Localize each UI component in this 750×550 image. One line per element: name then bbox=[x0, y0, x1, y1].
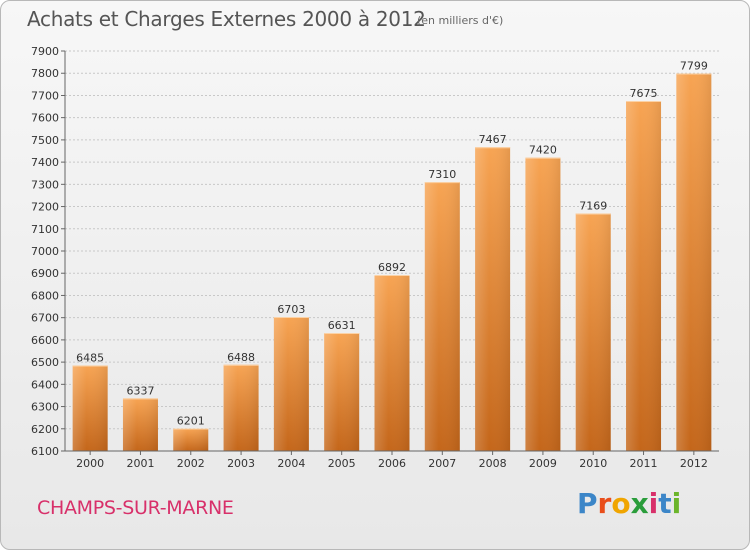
bar-shine-2012 bbox=[676, 73, 712, 451]
logo-letter: o bbox=[611, 487, 631, 520]
data-label: 6337 bbox=[126, 384, 154, 397]
x-tick-label: 2010 bbox=[579, 457, 607, 470]
data-label: 7169 bbox=[579, 199, 607, 212]
x-tick-label: 2007 bbox=[428, 457, 456, 470]
data-label: 7310 bbox=[428, 168, 456, 181]
data-label: 6892 bbox=[378, 261, 406, 274]
x-tick-label: 2006 bbox=[378, 457, 406, 470]
data-label: 6201 bbox=[177, 415, 205, 428]
data-label: 7799 bbox=[680, 59, 708, 72]
x-tick-label: 2000 bbox=[76, 457, 104, 470]
y-tick-label: 6700 bbox=[31, 312, 59, 325]
y-tick-label: 6300 bbox=[31, 401, 59, 414]
y-tick-label: 7300 bbox=[31, 178, 59, 191]
bar-shine-2011 bbox=[626, 101, 662, 451]
y-tick-label: 6600 bbox=[31, 334, 59, 347]
x-tick-label: 2012 bbox=[680, 457, 708, 470]
x-tick-label: 2004 bbox=[277, 457, 305, 470]
data-label: 7467 bbox=[479, 133, 507, 146]
logo-letter: i bbox=[671, 487, 682, 520]
y-tick-label: 6200 bbox=[31, 423, 59, 436]
y-tick-label: 7000 bbox=[31, 245, 59, 258]
x-tick-label: 2009 bbox=[529, 457, 557, 470]
chart-title: Achats et Charges Externes 2000 à 2012 bbox=[27, 7, 426, 31]
labels: 6100 6200 6300 6400 6500 6600 6700 6800 6900 7000… bbox=[31, 45, 708, 470]
bar-shine-2008 bbox=[475, 147, 511, 451]
y-tick-label: 7400 bbox=[31, 156, 59, 169]
data-label: 6631 bbox=[328, 319, 356, 332]
x-tick-label: 2001 bbox=[126, 457, 154, 470]
data-label: 6485 bbox=[76, 351, 104, 364]
city-name: CHAMPS-SUR-MARNE bbox=[37, 497, 234, 519]
logo-letter: r bbox=[597, 487, 612, 520]
bar-shine-2009 bbox=[525, 157, 561, 451]
bar-shine-2002 bbox=[173, 428, 209, 451]
y-tick-label: 7100 bbox=[31, 223, 59, 236]
data-label: 6488 bbox=[227, 351, 255, 364]
data-label: 7675 bbox=[630, 87, 658, 100]
proxiti-logo: Proxiti bbox=[577, 487, 681, 520]
x-tick-label: 2003 bbox=[227, 457, 255, 470]
x-tick-label: 2005 bbox=[328, 457, 356, 470]
data-label: 7420 bbox=[529, 144, 557, 157]
y-tick-label: 6400 bbox=[31, 378, 59, 391]
bars bbox=[72, 73, 712, 451]
logo-letter: P bbox=[577, 487, 598, 520]
logo-letter: t bbox=[658, 487, 672, 520]
bar-shine-2004 bbox=[273, 317, 309, 451]
y-tick-label: 7200 bbox=[31, 201, 59, 214]
bar-shine-2010 bbox=[575, 213, 611, 451]
data-label: 6703 bbox=[277, 303, 305, 316]
y-tick-label: 7500 bbox=[31, 134, 59, 147]
axes bbox=[61, 50, 719, 455]
y-tick-label: 7800 bbox=[31, 67, 59, 80]
y-tick-label: 7600 bbox=[31, 112, 59, 125]
x-tick-label: 2002 bbox=[177, 457, 205, 470]
y-tick-label: 7700 bbox=[31, 89, 59, 102]
logo-letter: x bbox=[630, 487, 649, 520]
y-tick-label: 6800 bbox=[31, 289, 59, 302]
bar-shine-2003 bbox=[223, 364, 259, 451]
y-tick-label: 6500 bbox=[31, 356, 59, 369]
bar-shine-2005 bbox=[324, 333, 360, 451]
logo-letter: i bbox=[648, 487, 659, 520]
bar-shine-2006 bbox=[374, 275, 410, 451]
x-tick-label: 2011 bbox=[630, 457, 658, 470]
y-tick-label: 6100 bbox=[31, 445, 59, 458]
x-tick-label: 2008 bbox=[479, 457, 507, 470]
y-tick-label: 6900 bbox=[31, 267, 59, 280]
bar-shine-2000 bbox=[72, 365, 108, 451]
y-tick-label: 7900 bbox=[31, 45, 59, 58]
chart-unit: (en milliers d'€) bbox=[417, 14, 504, 27]
bar-shine-2001 bbox=[122, 398, 158, 451]
bar-shine-2007 bbox=[424, 182, 460, 451]
